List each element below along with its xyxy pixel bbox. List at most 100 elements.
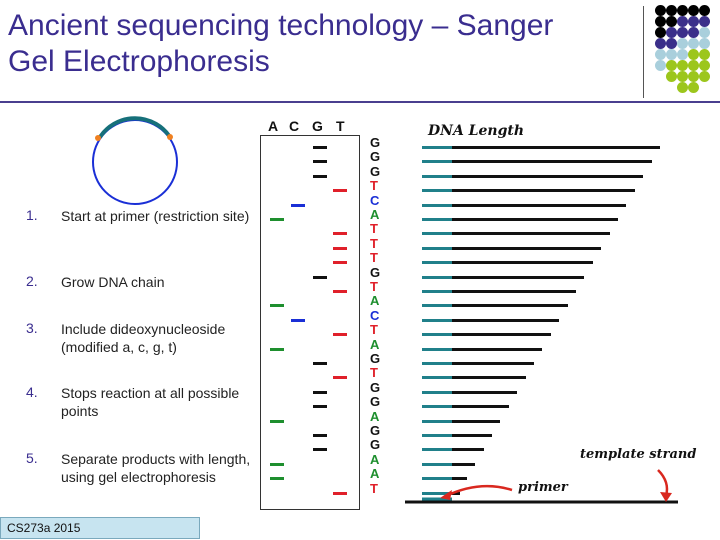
logo-dot	[677, 60, 688, 71]
primer-arrow	[445, 484, 513, 498]
logo-dot	[699, 16, 710, 27]
gel-band-g	[313, 405, 327, 409]
sequence-base: A	[370, 293, 380, 309]
logo-dot	[677, 16, 688, 27]
logo-dot	[688, 71, 699, 82]
fragment-line	[452, 261, 593, 265]
gel-band-t	[333, 189, 347, 193]
logo-dot	[655, 49, 666, 60]
logo-dot	[699, 71, 710, 82]
sequence-base: C	[370, 307, 380, 323]
template-arrow	[657, 469, 669, 497]
sequence-base: G	[370, 163, 381, 179]
logo-dot	[677, 49, 688, 60]
sequence-base: T	[370, 221, 378, 237]
slide-title: Ancient sequencing technology – Sanger G…	[8, 9, 554, 78]
sequence-base: T	[370, 279, 378, 294]
logo-dot	[699, 38, 710, 49]
sequence-base: T	[370, 250, 378, 266]
fragment-line	[452, 477, 467, 481]
logo-dot	[688, 82, 699, 93]
lane-label-c: C	[289, 118, 300, 134]
template-arrowhead	[660, 492, 672, 502]
sequence-base: A	[370, 336, 380, 352]
fragment-line	[452, 390, 518, 394]
fragment-line	[452, 376, 526, 380]
fragment-primer	[422, 304, 452, 308]
logo-dot	[688, 16, 699, 27]
fragment-line	[452, 434, 492, 437]
logo-dot	[666, 71, 677, 82]
step-text: Stops reaction at all possible points	[61, 385, 240, 419]
fragment-line	[452, 318, 560, 322]
gel-band-t	[333, 376, 347, 380]
fragment-primer	[422, 275, 452, 279]
fragment-line	[452, 362, 534, 365]
gel-band-g	[313, 434, 327, 437]
fragment-primer	[422, 390, 452, 394]
fragment-primer	[422, 246, 452, 250]
step-number: 1.	[26, 207, 38, 223]
sequence-base: G	[370, 394, 381, 410]
fragment-primer	[422, 203, 452, 207]
fragment-primer	[422, 347, 452, 351]
fragment-line	[452, 146, 660, 149]
fragment-primer	[422, 333, 452, 337]
gel-band-a	[270, 462, 284, 466]
fragment-primer	[422, 491, 452, 495]
gel-band-t	[333, 333, 347, 337]
sequence-base: T	[370, 178, 378, 194]
logo-dot	[666, 16, 677, 27]
gel-band-a	[270, 347, 284, 351]
logo-dot	[677, 5, 688, 16]
logo-dot	[655, 60, 666, 71]
sequence-base: G	[370, 423, 381, 438]
sequence-base: T	[370, 365, 378, 381]
fragment-primer	[422, 261, 452, 265]
fragment-primer	[422, 318, 452, 322]
logo-dot	[688, 60, 699, 71]
title-rule	[0, 101, 720, 103]
logo-dot	[677, 27, 688, 38]
logo-dot	[677, 38, 688, 49]
fragment-line	[452, 333, 551, 337]
fragment-primer	[422, 462, 452, 466]
fragment-line	[452, 246, 602, 250]
logo-dot	[699, 27, 710, 38]
fragment-line	[452, 218, 618, 221]
fragment-primer	[422, 189, 452, 193]
gel-box	[260, 135, 360, 510]
step-text: Include dideoxynucleoside (modified a, c…	[61, 321, 226, 355]
step-text: Start at primer (restriction site)	[61, 208, 250, 224]
fragment-line	[452, 405, 509, 409]
logo-dot	[688, 49, 699, 60]
sequence-base: A	[370, 207, 380, 222]
sequence-base: A	[370, 466, 380, 482]
sequence-base: G	[370, 264, 381, 280]
gel-band-t	[333, 232, 347, 236]
fragment-line	[452, 160, 652, 164]
plasmid-diagram	[92, 116, 178, 205]
fragment-primer	[422, 419, 452, 423]
step-number: 5.	[26, 450, 38, 466]
gel-band-g	[313, 174, 327, 178]
fragment-primer	[422, 232, 452, 236]
fragment-primer	[422, 218, 452, 221]
logo-dot	[699, 5, 710, 16]
sequence-base: G	[370, 135, 381, 150]
fragment-line	[452, 448, 484, 452]
step-number: 2.	[26, 273, 38, 289]
gel-band-g	[313, 160, 327, 164]
primer-arrowhead	[440, 490, 452, 500]
gel-band-g	[313, 362, 327, 365]
logo-dot	[655, 16, 666, 27]
logo-dot	[699, 60, 710, 71]
gel-band-g	[313, 448, 327, 452]
logo-dot	[666, 5, 677, 16]
primer-label: primer	[518, 480, 568, 495]
logo-dot	[666, 27, 677, 38]
fragment-line	[452, 174, 644, 178]
lane-label-t: T	[336, 118, 345, 134]
logo-dot	[666, 60, 677, 71]
step-number: 3.	[26, 320, 38, 336]
